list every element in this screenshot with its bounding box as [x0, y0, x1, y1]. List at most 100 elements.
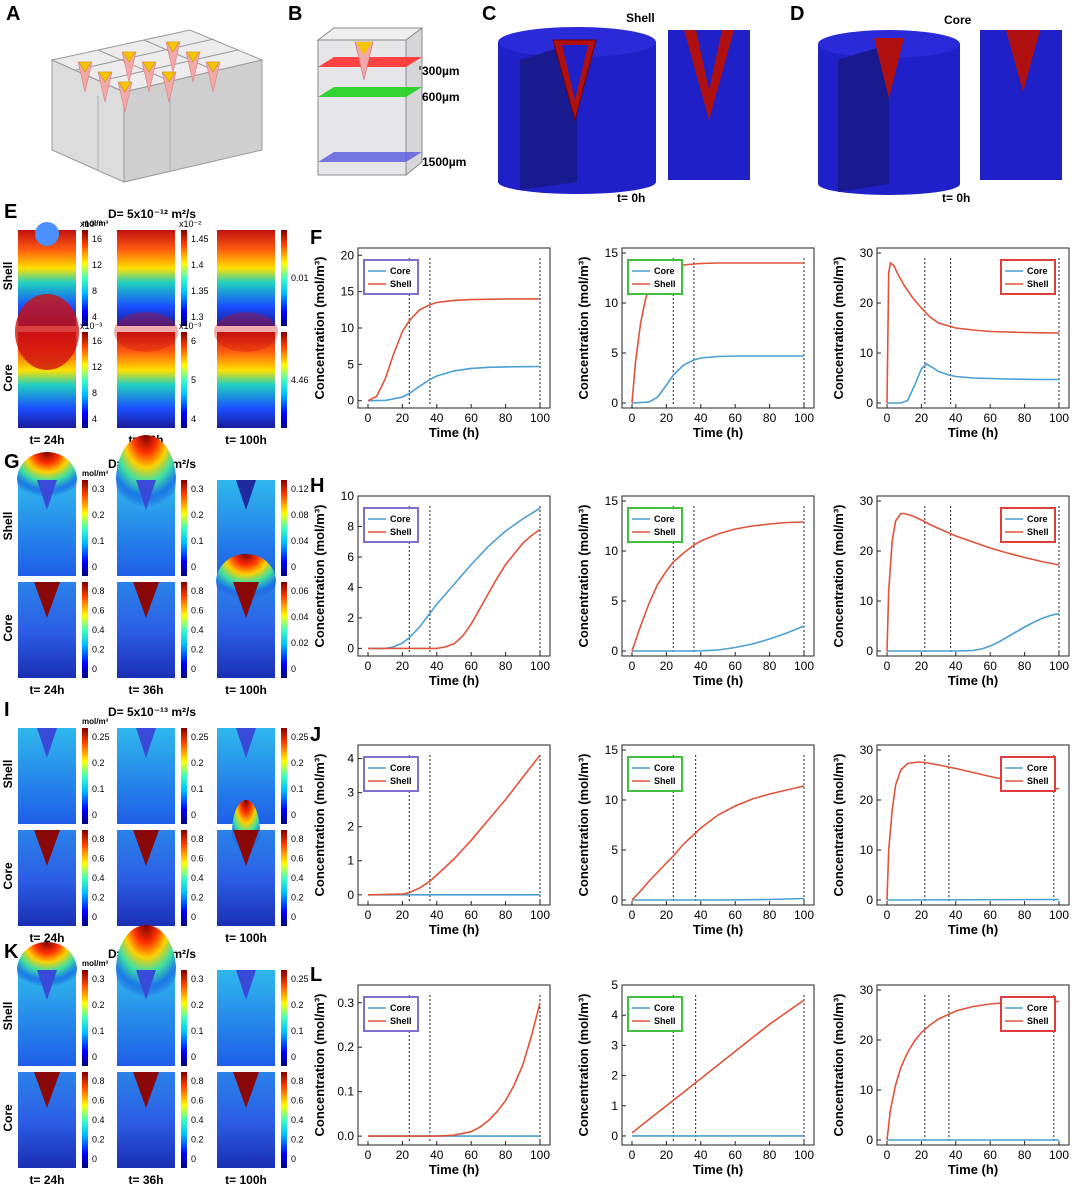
- y-tick-label: 20: [860, 296, 874, 310]
- chart-f-2: 0 20 40 60 80 100 0 5 10 15 Time (h) Concentration …: [576, 246, 815, 440]
- x-tick-label: 60: [984, 1148, 998, 1162]
- colorbar-tick: 0.4: [291, 1115, 304, 1125]
- x-tick-label: 40: [694, 1148, 708, 1162]
- colorbar-tick: 0.25: [92, 732, 110, 742]
- colorbar-tick: 0.6: [291, 854, 304, 864]
- colorbar-tick: 0.1: [92, 1026, 105, 1036]
- y-tick-label: 15: [605, 246, 619, 260]
- x-tick-label: 20: [660, 659, 674, 673]
- needle-shape: [34, 582, 60, 618]
- colorbar-tick: 0.8: [92, 1076, 105, 1086]
- colorbar: [281, 480, 287, 576]
- x-tick-label: 0: [884, 908, 891, 922]
- colorbar: [181, 332, 187, 428]
- colorbar-multiplier: x10⁻³: [179, 321, 201, 331]
- y-axis-title: Concentration (mol/m³): [831, 994, 846, 1137]
- y-tick-label: 0: [866, 644, 873, 658]
- x-tick-label: 80: [1018, 411, 1032, 425]
- colorbar: [281, 1072, 287, 1168]
- chart-h-1: H 0 20 40 60 80 100 0 2 4 6 8 10 Time (h) Concentratio…: [310, 475, 551, 688]
- series-core-line: [367, 365, 541, 402]
- time-label: t= 100h: [225, 931, 267, 945]
- x-tick-label: 20: [396, 1148, 410, 1162]
- plot-frame: [357, 984, 551, 1146]
- time-c: t= 0h: [617, 191, 645, 205]
- colorbar-tick: 0: [92, 810, 97, 820]
- y-tick-label: 2: [347, 611, 354, 625]
- colorbar-tick: 4: [92, 312, 97, 322]
- colorbar-tick: 0.08: [291, 510, 309, 520]
- colorbar-tick: 1.3: [191, 312, 204, 322]
- colorbar: [82, 230, 88, 326]
- y-tick-label: 30: [860, 743, 874, 757]
- microneedle-array: [77, 41, 221, 113]
- legend-box: [1000, 259, 1056, 295]
- colorbar-tick: 0.3: [92, 974, 105, 984]
- legend-label: Shell: [1027, 279, 1049, 289]
- legend-box: [363, 996, 419, 1032]
- colorbar-tick: 0: [291, 664, 296, 674]
- plane-1500: [318, 152, 422, 162]
- x-tick-label: 40: [694, 659, 708, 673]
- x-axis-title: Time (h): [948, 922, 998, 937]
- y-tick-label: 0.1: [337, 1085, 354, 1099]
- colorbar-tick: 0: [92, 562, 97, 572]
- colorbar-tick: 0: [291, 810, 296, 820]
- needle-shape: [37, 480, 57, 510]
- legend-label: Shell: [654, 776, 676, 786]
- x-tick-label: 40: [430, 1148, 444, 1162]
- panel-label-i: I: [4, 699, 10, 721]
- y-tick-label: 0: [866, 893, 873, 907]
- chart-f-1: F 0 20 40 60 80 100 0 5 10 15 20 Time (h) Concentrati…: [310, 227, 551, 440]
- y-axis-title: Concentration (mol/m³): [312, 257, 327, 400]
- y-tick-label: 20: [860, 544, 874, 558]
- y-tick-label: 10: [860, 843, 874, 857]
- x-tick-label: 0: [365, 908, 372, 922]
- legend-box: [1000, 507, 1056, 543]
- legend-label: Core: [654, 763, 675, 773]
- colorbar-multiplier: x10⁻³: [80, 321, 102, 331]
- y-tick-label: 0: [866, 1133, 873, 1147]
- colorbar-tick: 0.2: [191, 510, 204, 520]
- x-tick-label: 0: [629, 1148, 636, 1162]
- colorbar-tick: 0.2: [191, 1000, 204, 1010]
- x-tick-label: 0: [884, 411, 891, 425]
- series-core-line: [631, 355, 804, 404]
- x-tick-label: 60: [984, 411, 998, 425]
- colorbar-tick: 0.3: [92, 484, 105, 494]
- x-tick-label: 100: [1049, 411, 1069, 425]
- plot-frame: [621, 247, 815, 409]
- y-axis-title: Concentration (mol/m³): [831, 257, 846, 400]
- time-label: t= 100h: [225, 433, 267, 447]
- x-tick-label: 60: [729, 411, 743, 425]
- y-tick-label: 15: [341, 285, 355, 299]
- x-tick-label: 0: [365, 411, 372, 425]
- colorbar: [181, 1072, 187, 1168]
- x-tick-label: 0: [884, 1148, 891, 1162]
- legend-label: Core: [654, 514, 675, 524]
- unit-label: mol/m³: [82, 469, 109, 478]
- core-title: Core: [944, 13, 972, 27]
- x-axis-title: Time (h): [693, 1162, 743, 1177]
- colorbar-tick: 0.1: [191, 536, 204, 546]
- y-tick-label: 0: [347, 394, 354, 408]
- colorbar-tick: 0.2: [291, 1135, 304, 1145]
- needle-shape: [236, 970, 256, 1000]
- time-d: t= 0h: [942, 191, 970, 205]
- y-tick-label: 30: [860, 983, 874, 997]
- colorbar-tick: 0: [92, 1052, 97, 1062]
- plot-frame: [621, 984, 815, 1146]
- x-tick-label: 100: [530, 411, 550, 425]
- colorbar: [281, 970, 287, 1066]
- y-tick-label: 10: [341, 489, 355, 503]
- colorbar-tick: 12: [92, 362, 102, 372]
- y-tick-label: 10: [605, 296, 619, 310]
- colorbar: [82, 480, 88, 576]
- legend-label: Shell: [1027, 527, 1049, 537]
- needle-shape: [233, 582, 259, 618]
- needle-shape: [37, 970, 57, 1000]
- chart-j-1: J 0 20 40 60 80 100 0 1 2 3 4 Time (h) Concentration …: [310, 724, 551, 937]
- panel-d: D Core t= 0h: [790, 3, 1062, 205]
- colorbar-tick: 0: [92, 912, 97, 922]
